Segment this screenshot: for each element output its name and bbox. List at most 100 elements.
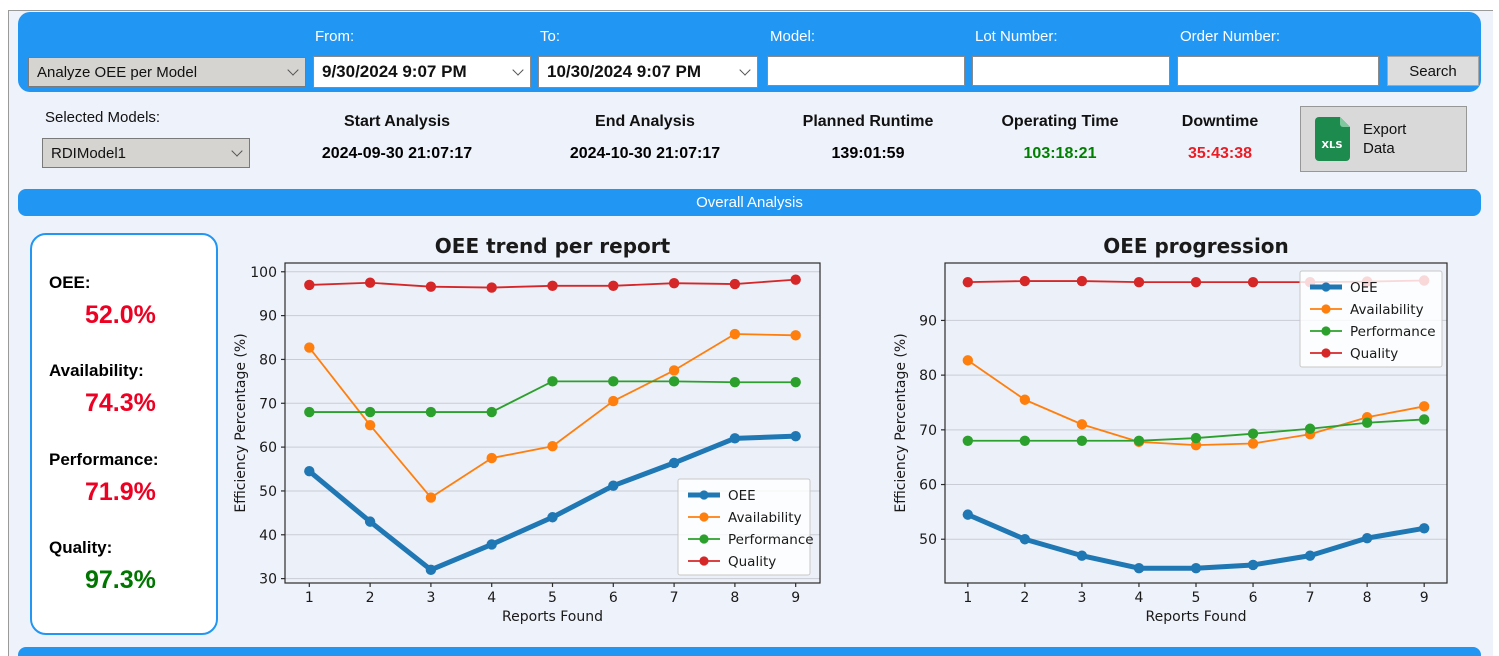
model-label: Model: bbox=[770, 28, 816, 45]
svg-text:6: 6 bbox=[609, 590, 618, 606]
planned-runtime-label: Planned Runtime bbox=[802, 113, 934, 130]
start-analysis-label: Start Analysis bbox=[343, 113, 451, 130]
export-button-label: Export Data bbox=[1363, 121, 1407, 157]
from-datetime-value: 9/30/2024 9:07 PM bbox=[322, 62, 467, 81]
svg-text:3: 3 bbox=[1077, 590, 1086, 606]
oee-progression-plot: OEE Availability Performance Quality 50 60 70 8… bbox=[893, 234, 1448, 625]
to-datetime-value: 10/30/2024 9:07 PM bbox=[547, 62, 702, 81]
svg-text:Reports Found: Reports Found bbox=[1146, 609, 1247, 625]
model-input[interactable] bbox=[767, 56, 965, 86]
svg-text:50: 50 bbox=[919, 532, 937, 548]
svg-text:7: 7 bbox=[1306, 590, 1315, 606]
selected-models-select[interactable]: RDIModel1 bbox=[42, 138, 250, 168]
svg-text:Quality: Quality bbox=[728, 554, 776, 570]
selected-model-value: RDIModel1 bbox=[51, 144, 127, 162]
svg-text:2: 2 bbox=[366, 590, 375, 606]
svg-text:70: 70 bbox=[259, 396, 277, 412]
svg-text:90: 90 bbox=[259, 309, 277, 325]
search-button[interactable]: Search bbox=[1387, 56, 1479, 86]
downtime-column: Downtime 35:43:38 bbox=[1130, 113, 1310, 163]
downtime-value: 35:43:38 bbox=[1187, 145, 1253, 162]
svg-text:2: 2 bbox=[1020, 590, 1029, 606]
end-analysis-column: End Analysis 2024-10-30 21:07:17 bbox=[525, 113, 765, 163]
svg-text:Quality: Quality bbox=[1350, 346, 1398, 362]
lot-number-input[interactable] bbox=[972, 56, 1170, 86]
svg-text:6: 6 bbox=[1249, 590, 1258, 606]
xls-file-icon: XLS bbox=[1315, 117, 1350, 161]
chart-oee-trend: OEE Availability Performance Quality 30 40 50 6… bbox=[228, 234, 848, 646]
svg-text:Availability: Availability bbox=[728, 510, 802, 526]
svg-text:1: 1 bbox=[963, 590, 972, 606]
svg-text:5: 5 bbox=[548, 590, 557, 606]
kpi-quality: Quality: 97.3% bbox=[49, 538, 216, 595]
svg-text:8: 8 bbox=[1363, 590, 1372, 606]
svg-text:OEE progression: OEE progression bbox=[1103, 237, 1289, 258]
svg-text:OEE trend per report: OEE trend per report bbox=[435, 237, 671, 258]
svg-text:80: 80 bbox=[259, 352, 277, 368]
svg-text:60: 60 bbox=[919, 478, 937, 494]
operating-time-column: Operating Time 103:18:21 bbox=[950, 113, 1170, 163]
section-banner: Overall Analysis bbox=[18, 189, 1481, 216]
export-data-button[interactable]: XLS Export Data bbox=[1300, 106, 1467, 172]
end-analysis-value: 2024-10-30 21:07:17 bbox=[569, 145, 721, 162]
svg-text:4: 4 bbox=[1134, 590, 1143, 606]
kpi-performance-value: 71.9% bbox=[85, 477, 156, 506]
svg-text:3: 3 bbox=[426, 590, 435, 606]
svg-text:Efficiency Percentage (%): Efficiency Percentage (%) bbox=[893, 333, 909, 512]
to-datetime-picker[interactable]: 10/30/2024 9:07 PM bbox=[538, 56, 758, 88]
kpi-performance: Performance: 71.9% bbox=[49, 450, 216, 507]
svg-text:9: 9 bbox=[1420, 590, 1429, 606]
downtime-label: Downtime bbox=[1181, 113, 1259, 130]
svg-text:Efficiency Percentage (%): Efficiency Percentage (%) bbox=[233, 333, 249, 512]
kpi-performance-label: Performance: bbox=[49, 449, 159, 469]
kpi-oee-label: OEE: bbox=[49, 272, 91, 292]
operating-time-label: Operating Time bbox=[1001, 113, 1119, 130]
svg-text:Performance: Performance bbox=[1350, 324, 1436, 340]
chevron-down-icon bbox=[739, 64, 751, 76]
svg-text:XLS: XLS bbox=[1321, 140, 1342, 151]
svg-text:Availability: Availability bbox=[1350, 302, 1424, 318]
svg-text:4: 4 bbox=[487, 590, 496, 606]
svg-text:OEE: OEE bbox=[728, 488, 756, 504]
oee-trend-plot: OEE Availability Performance Quality 30 40 50 6… bbox=[233, 234, 821, 625]
kpi-quality-label: Quality: bbox=[49, 538, 113, 558]
svg-text:1: 1 bbox=[305, 590, 314, 606]
bottom-section-banner bbox=[18, 647, 1481, 656]
kpi-oee-value: 52.0% bbox=[85, 300, 156, 329]
operating-time-value: 103:18:21 bbox=[1023, 145, 1097, 162]
start-analysis-value: 2024-09-30 21:07:17 bbox=[321, 145, 473, 162]
kpi-availability-label: Availability: bbox=[49, 361, 144, 381]
planned-runtime-value: 139:01:59 bbox=[831, 145, 905, 162]
kpi-availability-value: 74.3% bbox=[85, 389, 156, 418]
kpi-oee: OEE: 52.0% bbox=[49, 273, 216, 330]
svg-text:90: 90 bbox=[919, 313, 937, 329]
kpi-availability: Availability: 74.3% bbox=[49, 361, 216, 418]
planned-runtime-column: Planned Runtime 139:01:59 bbox=[748, 113, 988, 163]
lot-number-label: Lot Number: bbox=[975, 28, 1058, 45]
svg-text:60: 60 bbox=[259, 440, 277, 456]
end-analysis-label: End Analysis bbox=[595, 113, 695, 130]
kpi-panel: OEE: 52.0% Availability: 74.3% Performan… bbox=[30, 233, 218, 635]
svg-text:OEE: OEE bbox=[1350, 280, 1378, 296]
kpi-quality-value: 97.3% bbox=[85, 566, 156, 595]
analysis-type-value: Analyze OEE per Model bbox=[37, 63, 198, 81]
from-label: From: bbox=[315, 28, 355, 45]
svg-text:100: 100 bbox=[250, 265, 277, 281]
svg-text:30: 30 bbox=[259, 572, 277, 588]
svg-text:5: 5 bbox=[1192, 590, 1201, 606]
selected-models-label: Selected Models: bbox=[45, 109, 161, 126]
svg-text:70: 70 bbox=[919, 423, 937, 439]
chevron-down-icon bbox=[287, 64, 299, 76]
chevron-down-icon bbox=[512, 64, 524, 76]
svg-text:9: 9 bbox=[791, 590, 800, 606]
svg-text:Reports Found: Reports Found bbox=[502, 609, 603, 625]
svg-text:8: 8 bbox=[730, 590, 739, 606]
start-analysis-column: Start Analysis 2024-09-30 21:07:17 bbox=[277, 113, 517, 163]
order-number-input[interactable] bbox=[1177, 56, 1379, 86]
svg-text:Performance: Performance bbox=[728, 532, 814, 548]
svg-text:80: 80 bbox=[919, 368, 937, 384]
chart-oee-progression: OEE Availability Performance Quality 50 60 70 8… bbox=[890, 234, 1492, 646]
from-datetime-picker[interactable]: 9/30/2024 9:07 PM bbox=[313, 56, 531, 88]
analysis-type-select[interactable]: Analyze OEE per Model bbox=[28, 57, 306, 87]
filter-toolbar: Analyze OEE per Model From: 9/30/2024 9:… bbox=[18, 12, 1481, 92]
